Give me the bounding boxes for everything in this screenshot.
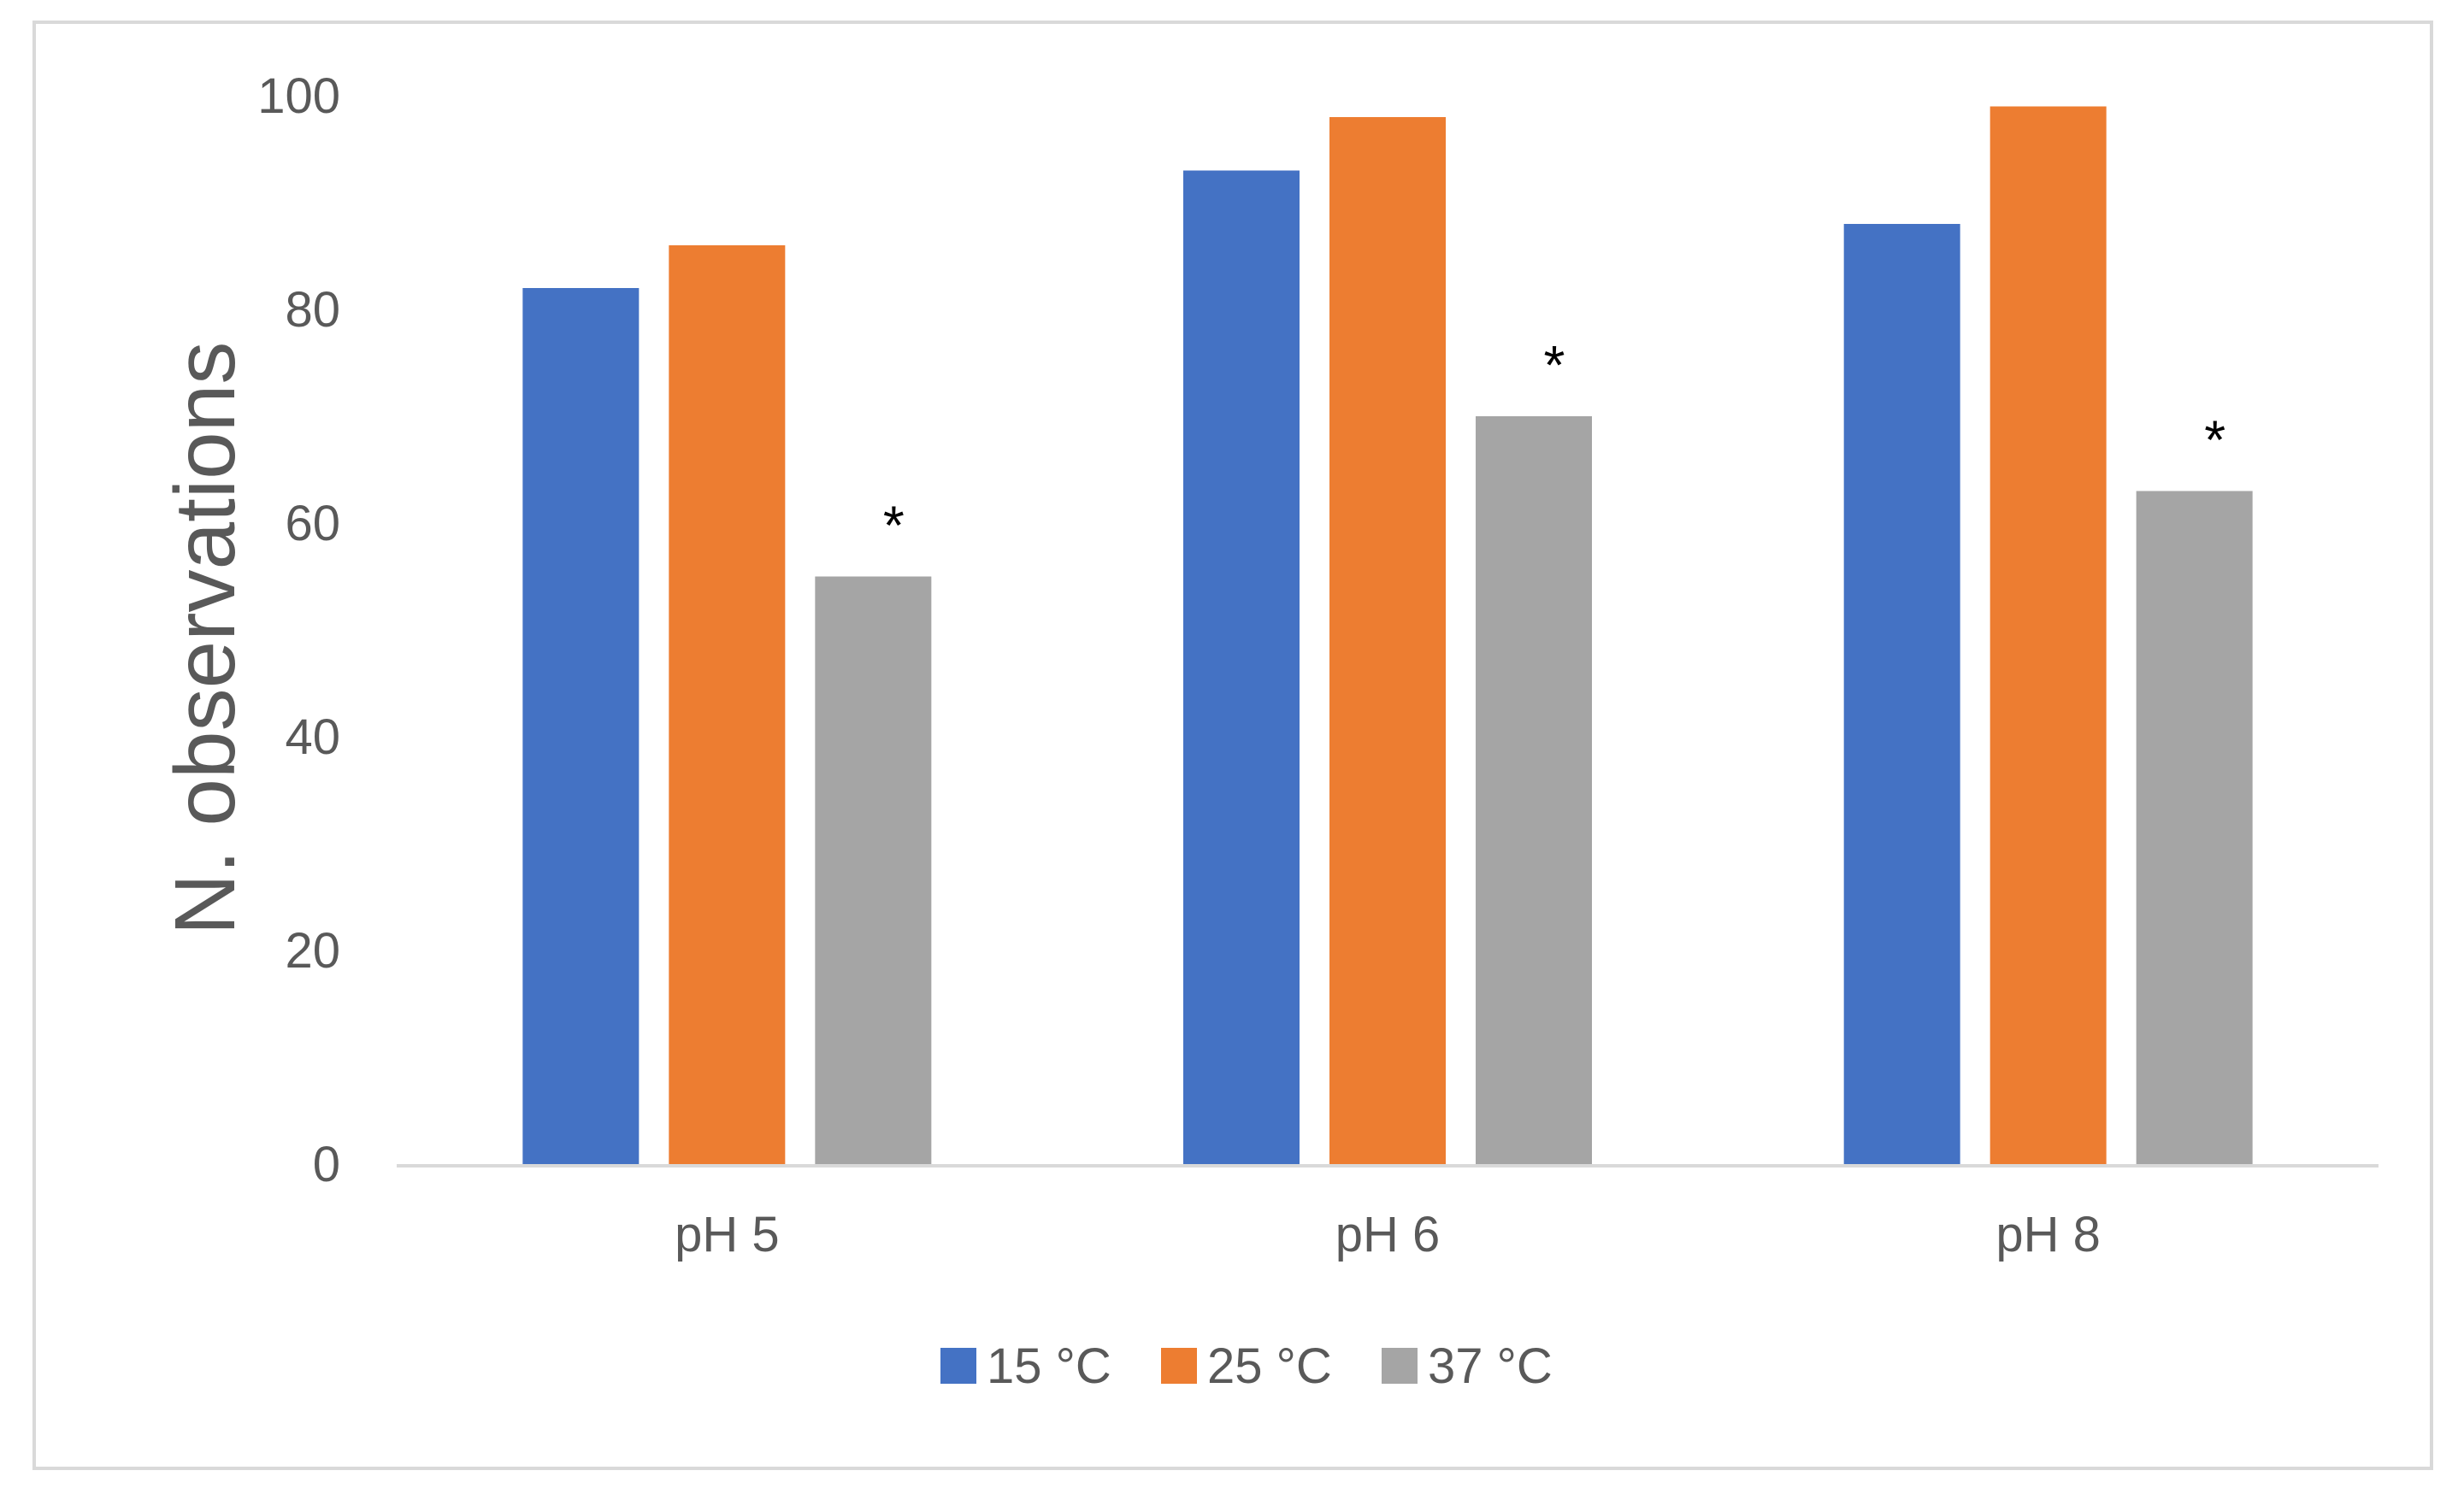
y-tick-label: 100 (257, 68, 340, 124)
bar-3-1 (815, 576, 932, 1164)
legend-swatch (1161, 1348, 1197, 1384)
bar-3-2 (1476, 416, 1592, 1164)
y-tick-label: 60 (285, 496, 340, 551)
y-tick-labels: 0 20 40 60 80 100 (257, 68, 340, 1192)
legend-item: 37 °C (1382, 1338, 1553, 1394)
legend-swatch (940, 1348, 976, 1384)
x-category-label: pH 8 (1995, 1207, 2101, 1262)
bar-1-1 (522, 288, 640, 1164)
bar-1-2 (1183, 170, 1300, 1164)
bar-2-1 (669, 245, 786, 1164)
legend-label: 15 °C (987, 1338, 1111, 1394)
legend-label: 37 °C (1428, 1338, 1553, 1394)
legend-item: 25 °C (1161, 1338, 1332, 1394)
x-category-label: pH 6 (1335, 1207, 1441, 1262)
x-category-label: pH 5 (675, 1207, 780, 1262)
legend-swatch (1382, 1348, 1418, 1384)
bar-chart: 0 20 40 60 80 100 pH 5 pH 6 pH 8 * * * N. observa… (157, 68, 2379, 1394)
legend-item: 15 °C (940, 1338, 1111, 1394)
legend: 15 °C 25 °C 37 °C (940, 1338, 1553, 1394)
y-tick-label: 20 (285, 923, 340, 979)
x-category-labels: pH 5 pH 6 pH 8 (675, 1207, 2101, 1262)
bar-3-3 (2136, 491, 2253, 1164)
bar-2-2 (1329, 117, 1446, 1164)
chart-frame: 0 20 40 60 80 100 pH 5 pH 6 pH 8 * * * N. observa… (32, 21, 2433, 1470)
legend-label: 25 °C (1207, 1338, 1332, 1394)
bar-2-3 (1989, 106, 2107, 1164)
bar-1-3 (1843, 224, 1960, 1164)
bars-group (522, 106, 2253, 1164)
significance-asterisk: * (2204, 409, 2225, 471)
significance-asterisk: * (1544, 334, 1565, 396)
y-tick-label: 40 (285, 709, 340, 765)
y-tick-label: 0 (313, 1137, 340, 1192)
y-tick-label: 80 (285, 282, 340, 338)
significance-annotations: * * * (883, 334, 2225, 556)
y-axis-title: N. observations (157, 342, 253, 936)
significance-asterisk: * (883, 495, 905, 556)
